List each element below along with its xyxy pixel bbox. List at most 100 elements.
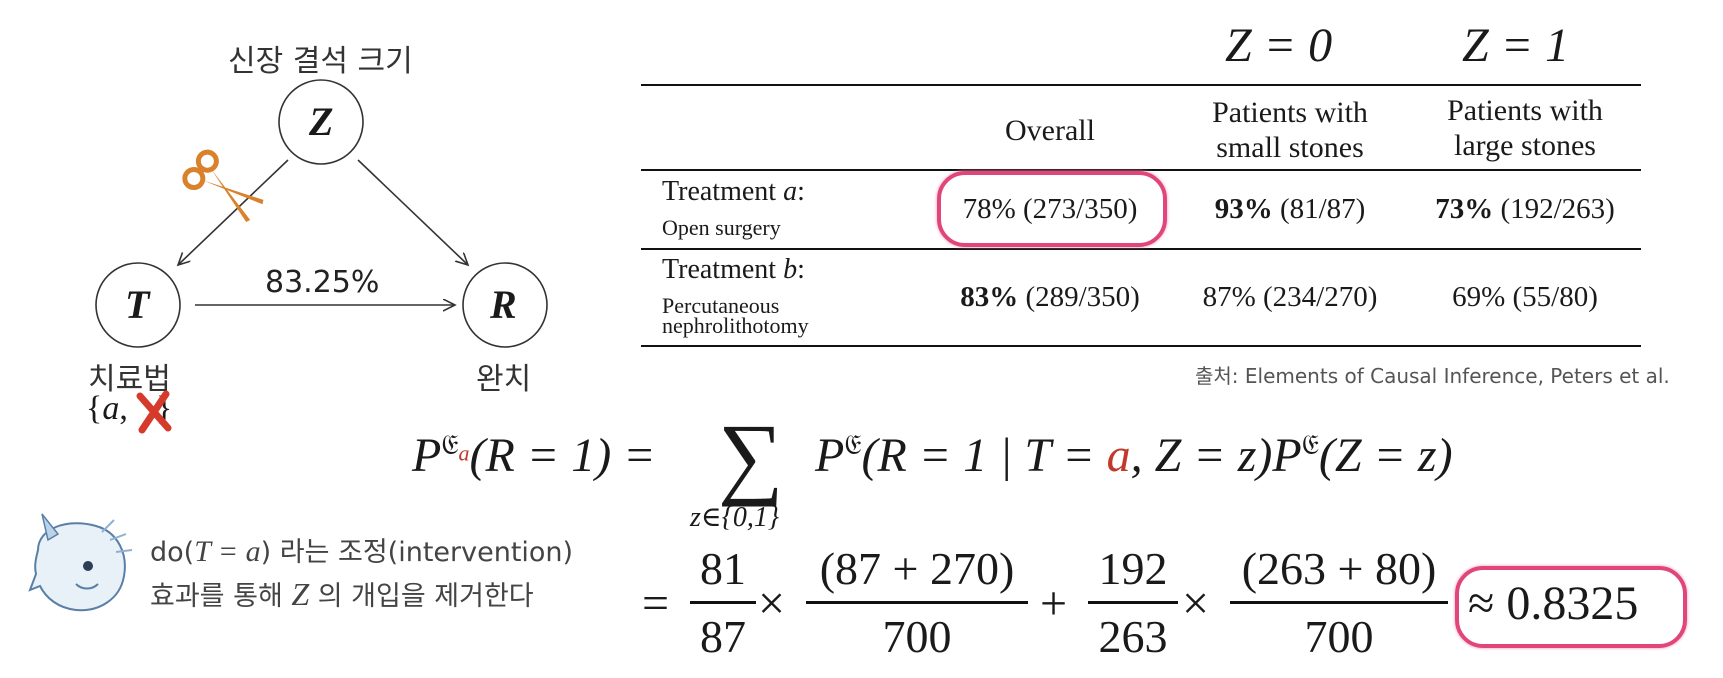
row-b-small: 87% (234/270) — [1202, 281, 1378, 313]
rhs-prior-expr: (Z = z) — [1318, 429, 1453, 482]
row-b-sublabel: Percutaneous nephrolithotomy — [662, 293, 809, 338]
fraction-1-bar — [690, 601, 756, 604]
result-highlight — [1455, 566, 1687, 648]
note-line2-rest: 의 개입을 제거한다 — [309, 581, 534, 612]
times-1: × — [758, 577, 786, 630]
r-node-label: R — [490, 282, 517, 327]
fraction-4-numerator: (263 + 80) — [1241, 543, 1437, 594]
fraction-4: (263 + 80) 700 — [1230, 542, 1448, 663]
row-a-label-prefix: Treatment — [662, 176, 784, 207]
row-a-label: Treatment a: — [662, 176, 805, 208]
plus-sign: + — [1040, 577, 1068, 630]
formula-line1-rhs: P𝔈(R = 1 | T = a, Z = z)P𝔈(Z = z) — [815, 428, 1453, 483]
note-close: ) — [260, 537, 272, 568]
rhs-frak1: 𝔈 — [844, 430, 862, 461]
fraction-4-bar — [1230, 601, 1448, 604]
r-node-caption: 완치 — [476, 362, 532, 397]
rhs-frak2: 𝔈 — [1301, 430, 1319, 461]
set-separator: , — [119, 390, 128, 427]
row-b-label: Treatment b: — [662, 254, 805, 286]
row-a-large-pct: 73% — [1435, 193, 1494, 225]
fraction-1-denominator: 87 — [700, 611, 746, 662]
fraction-1-numerator: 81 — [700, 543, 746, 594]
fraction-3-denominator: 263 — [1098, 611, 1168, 662]
z-node-label: Z — [309, 99, 334, 144]
lhs-frak: 𝔈 — [441, 430, 459, 461]
overall-a-highlight — [937, 171, 1167, 247]
fraction-4-denominator: 700 — [1304, 611, 1374, 662]
edge-probability-label: 83.25% — [265, 265, 380, 300]
row-a-sublabel: Open surgery — [662, 215, 781, 240]
fraction-3-numerator: 192 — [1098, 543, 1168, 594]
row-b-label-prefix: Treatment — [662, 254, 784, 285]
row-a-label-suffix: : — [797, 176, 805, 207]
formula-line1-lhs: P𝔈a(R = 1) = — [412, 428, 656, 483]
lhs-sub-a: a — [458, 440, 470, 466]
row-a-small-count: (81/87) — [1272, 193, 1366, 225]
lhs-expr: (R = 1) = — [469, 429, 656, 482]
row-a-label-var: a — [783, 176, 798, 207]
col-header-large-line1: Patients with — [1447, 94, 1603, 127]
fraction-3-bar — [1088, 601, 1178, 604]
row-a-small: 93% (81/87) — [1170, 193, 1410, 226]
z1-header: Z = 1 — [1462, 19, 1570, 72]
sum-symbol: ∑ — [718, 405, 784, 507]
t-node-caption: 치료법 — [88, 362, 171, 397]
row-b-sublabel-line1: Percutaneous — [662, 293, 780, 318]
cross-mark-icon — [136, 390, 172, 434]
rhs-cond-rest: , Z = z) — [1130, 429, 1273, 482]
t-node-label: T — [125, 282, 150, 327]
row-b-label-suffix: : — [797, 254, 805, 285]
col-header-large: Patients with large stones — [1405, 93, 1645, 163]
approx-result: ≈ 0.8325 — [1468, 577, 1639, 630]
formula-line2-equals: = — [642, 577, 670, 630]
edge-z-t — [178, 159, 289, 265]
rhs-cond-expr: (R = 1 | T = — [861, 429, 1107, 482]
z-node-title: 신장 결석 크기 — [228, 44, 413, 79]
causal-graph — [95, 79, 548, 348]
note-do: do( — [150, 537, 195, 568]
intervention-note-line2: 효과를 통해 Z 의 개입을 제거한다 — [150, 574, 534, 613]
set-open-brace: { — [86, 390, 103, 427]
r-node — [462, 262, 548, 348]
table-top-rule — [641, 84, 1641, 86]
row-b-overall-count: (289/350) — [1018, 281, 1140, 313]
row-b-label-var: b — [783, 254, 798, 285]
col-header-large-line2: large stones — [1454, 129, 1596, 162]
source-citation: 출처: Elements of Causal Inference, Peters… — [1195, 364, 1670, 388]
sum-subscript: z∈{0,1} — [690, 502, 780, 533]
note-expr: T = a — [194, 535, 261, 568]
col-header-small: Patients with small stones — [1170, 95, 1410, 165]
rhs-cond-var: a — [1106, 429, 1131, 482]
rhs-p1: P — [815, 429, 845, 482]
note-line1-rest: 라는 조정(intervention) — [271, 537, 574, 568]
intervention-note-line1: do(T = a) 라는 조정(intervention) — [150, 530, 573, 569]
fraction-2: (87 + 270) 700 — [806, 542, 1028, 663]
col-header-small-line1: Patients with — [1212, 96, 1368, 129]
rhs-p2: P — [1272, 429, 1302, 482]
z0-header: Z = 0 — [1225, 19, 1333, 72]
row-a-large: 73% (192/263) — [1405, 193, 1645, 226]
table-bottom-rule — [641, 345, 1641, 347]
note-z: Z — [291, 576, 310, 612]
fraction-2-numerator: (87 + 270) — [819, 543, 1015, 594]
note-line2-pre: 효과를 통해 — [150, 581, 292, 612]
lhs-p: P — [412, 429, 442, 482]
edge-z-r — [357, 159, 468, 265]
row-a-large-count: (192/263) — [1493, 193, 1615, 225]
z-node — [278, 79, 364, 165]
times-2: × — [1182, 577, 1210, 630]
col-header-small-line2: small stones — [1216, 131, 1364, 164]
fraction-1: 81 87 — [690, 542, 756, 663]
row-a-small-pct: 93% — [1214, 193, 1273, 225]
table-header-rule — [641, 169, 1641, 171]
fraction-3: 192 263 — [1088, 542, 1178, 663]
fraction-2-denominator: 700 — [882, 611, 952, 662]
col-header-overall: Overall — [1005, 114, 1095, 147]
row-b-overall-pct: 83% — [960, 281, 1019, 313]
scissors-icon — [182, 149, 264, 222]
row-b-sublabel-line2: nephrolithotomy — [662, 313, 809, 338]
set-element-a: a — [102, 390, 120, 427]
row-b-large: 69% (55/80) — [1452, 281, 1598, 313]
t-node — [95, 262, 181, 348]
